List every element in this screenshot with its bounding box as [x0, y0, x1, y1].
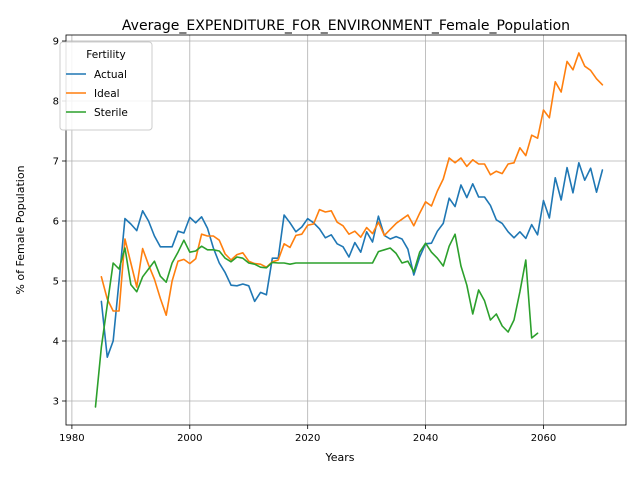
x-tick-label: 1980 [59, 433, 84, 444]
x-tick-label: 2000 [177, 433, 202, 444]
legend-label-sterile: Sterile [94, 107, 128, 119]
legend-label-ideal: Ideal [94, 88, 120, 100]
x-axis-label: Years [324, 451, 354, 464]
x-tick-label: 2020 [295, 433, 320, 444]
y-tick-label: 5 [53, 277, 59, 288]
y-tick-label: 8 [53, 97, 59, 108]
legend: Fertility Actual Ideal Sterile [60, 42, 152, 130]
legend-label-actual: Actual [94, 69, 127, 81]
y-axis-label: % of Female Population [14, 165, 27, 294]
y-tick-label: 9 [53, 37, 59, 48]
chart-title: Average_EXPENDITURE_FOR_ENVIRONMENT_Fema… [122, 18, 570, 34]
y-tick-label: 3 [53, 397, 59, 408]
y-tick-label: 7 [53, 157, 59, 168]
x-tick-label: 2060 [531, 433, 556, 444]
x-tick-label: 2040 [413, 433, 438, 444]
y-tick-label: 6 [53, 217, 59, 228]
legend-title: Fertility [86, 49, 125, 61]
y-tick-label: 4 [53, 337, 59, 348]
